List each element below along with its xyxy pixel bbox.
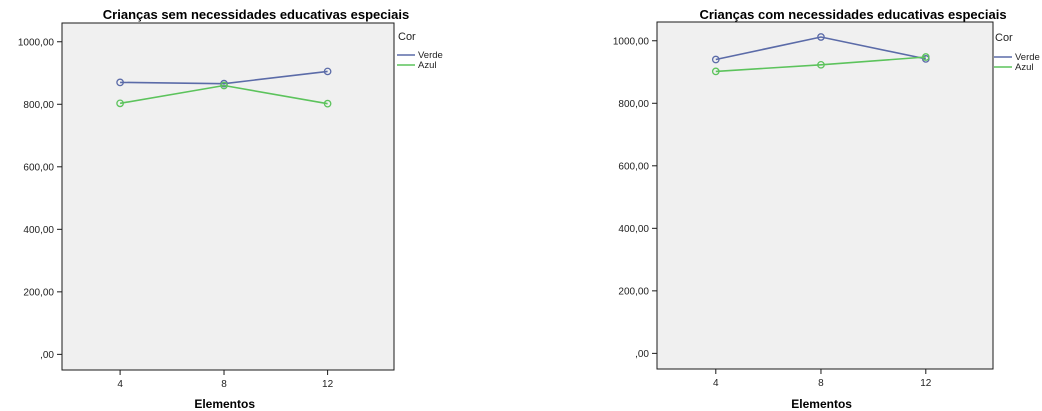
legend-label-verde: Verde (1015, 52, 1040, 63)
legend-title: Cor (995, 32, 1013, 44)
x-tick-label: 12 (322, 379, 334, 390)
chart-1: Crianças sem necessidades educativas esp… (18, 7, 443, 411)
y-tick-label: 600,00 (618, 161, 649, 172)
x-tick-label: 4 (117, 379, 123, 390)
plot-area (61, 22, 395, 371)
y-tick-label: ,00 (40, 350, 54, 361)
y-tick-label: 200,00 (23, 287, 54, 298)
data-point-azul (817, 60, 825, 69)
y-tick-label: 400,00 (23, 225, 54, 236)
x-axis-label: Elementos (194, 397, 255, 411)
series-line-verde (120, 70, 328, 85)
legend-label-verde: Verde (418, 50, 443, 61)
chart-title: Crianças com necessidades educativas esp… (699, 7, 1006, 22)
chart-title: Crianças sem necessidades educativas esp… (103, 7, 409, 22)
series-line-azul (715, 56, 926, 73)
data-point-verde (817, 33, 825, 41)
legend-label-azul: Azul (1015, 62, 1033, 73)
y-tick-label: 800,00 (23, 100, 54, 111)
y-tick-label: 200,00 (618, 286, 649, 297)
y-tick-label: 1000,00 (18, 37, 55, 48)
x-tick-label: 4 (713, 378, 719, 389)
series-line-azul (119, 84, 328, 105)
plot-area (656, 21, 994, 370)
series-line-verde (715, 36, 926, 61)
y-tick-label: 800,00 (618, 99, 649, 110)
y-tick-label: 400,00 (618, 224, 649, 235)
data-point-verde (711, 55, 720, 64)
legend-title: Cor (398, 31, 416, 43)
y-tick-label: 600,00 (23, 162, 54, 173)
data-point-azul (711, 67, 720, 76)
x-tick-label: 12 (920, 378, 932, 389)
x-axis-label: Elementos (791, 397, 852, 411)
legend-label-azul: Azul (418, 60, 436, 71)
data-point-azul (921, 53, 930, 61)
x-tick-label: 8 (221, 379, 227, 390)
data-point-azul (323, 99, 332, 108)
data-point-verde (116, 78, 124, 87)
x-tick-label: 8 (818, 378, 824, 389)
data-point-azul (116, 99, 124, 108)
y-tick-label: ,00 (635, 349, 649, 360)
chart-2: Crianças com necessidades educativas esp… (613, 7, 1040, 411)
data-point-verde (323, 67, 332, 76)
y-tick-label: 1000,00 (613, 36, 650, 47)
data-point-azul (220, 81, 228, 90)
